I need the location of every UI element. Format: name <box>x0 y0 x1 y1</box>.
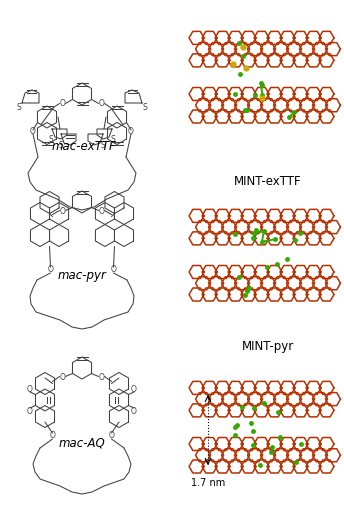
Text: S: S <box>49 136 53 144</box>
Text: mac-pyr: mac-pyr <box>57 268 106 282</box>
Text: O: O <box>110 266 117 274</box>
Text: O: O <box>131 384 137 394</box>
Text: mac-exTTF: mac-exTTF <box>52 140 116 154</box>
Text: O: O <box>60 373 65 382</box>
Text: O: O <box>60 99 65 108</box>
Text: O: O <box>128 127 134 137</box>
Text: O: O <box>30 127 36 137</box>
Text: O: O <box>99 99 105 108</box>
Text: S: S <box>111 136 115 144</box>
Text: MINT-AQ: MINT-AQ <box>243 512 293 514</box>
Text: O: O <box>27 384 33 394</box>
Text: 1.7 nm: 1.7 nm <box>191 478 225 488</box>
Text: MINT-pyr: MINT-pyr <box>242 340 294 353</box>
Text: O: O <box>99 207 105 216</box>
Text: S: S <box>101 141 105 151</box>
Text: O: O <box>99 373 105 382</box>
Text: O: O <box>131 407 137 415</box>
Text: O: O <box>47 266 53 274</box>
Text: O: O <box>109 431 115 440</box>
Text: O: O <box>50 431 55 440</box>
Text: S: S <box>58 141 63 151</box>
Text: O: O <box>60 207 65 216</box>
Text: S: S <box>143 102 147 112</box>
Text: O: O <box>27 407 33 415</box>
Text: S: S <box>17 102 21 112</box>
Text: MINT-exTTF: MINT-exTTF <box>234 175 302 188</box>
Text: mac-AQ: mac-AQ <box>58 436 105 450</box>
